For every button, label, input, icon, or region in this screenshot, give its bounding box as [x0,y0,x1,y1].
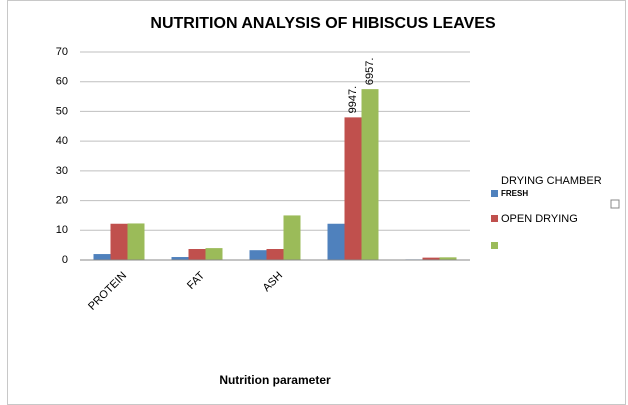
bar [127,223,145,260]
bar [283,215,301,260]
y-tick-label: 70 [56,46,68,58]
bar [188,249,206,260]
y-tick-label: 40 [56,135,68,147]
annotation: 6957. [364,58,376,86]
bar [266,249,284,260]
bar [93,254,111,260]
chart-title: NUTRITION ANALYSIS OF HIBISCUS LEAVES [150,15,496,32]
annotation: 9947. [347,86,359,114]
handle [610,199,620,209]
chart-border [7,0,626,405]
legend-label: OPEN DRYING [501,213,578,225]
y-tick-label: 0 [62,254,68,266]
y-tick-label: 60 [56,76,68,88]
legend-label: FRESH [501,189,528,198]
x-axis-title: Nutrition parameter [219,373,331,387]
bar [327,223,345,260]
legend-label: DRYING CHAMBER [501,175,602,187]
bar [205,248,223,260]
y-tick-label: 50 [56,105,68,117]
bar [344,117,362,260]
bar [171,257,189,260]
y-tick-label: 10 [56,224,68,236]
bar [422,257,440,260]
bar [439,257,457,260]
legend-swatch [491,242,498,249]
bar [249,250,267,260]
legend-swatch [491,215,498,222]
bar [110,223,128,260]
bar [361,89,379,261]
y-tick-label: 30 [56,165,68,177]
legend-swatch [491,190,498,197]
y-tick-label: 20 [56,194,68,206]
